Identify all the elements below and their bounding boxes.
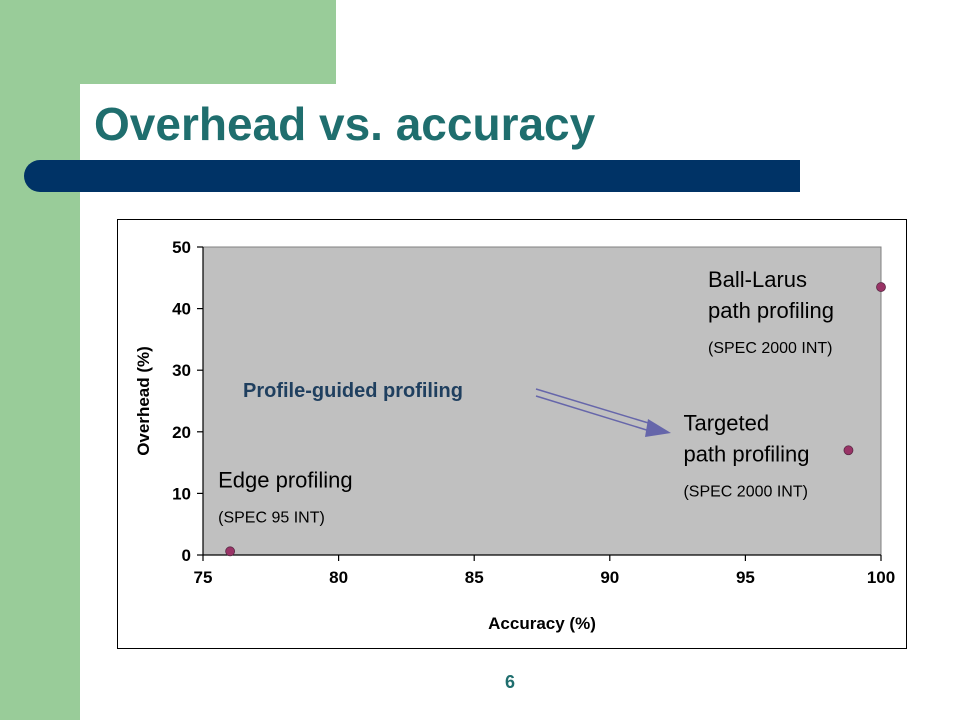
data-point (843, 445, 854, 456)
x-axis-label: Accuracy (%) (488, 614, 596, 633)
arrow-head (645, 419, 671, 437)
data-points: Edge profiling (SPEC 95 INT) Targeted path … (218, 267, 886, 557)
chart-frame: 0 10 20 30 40 50 75 80 85 90 95 100 Accuracy (%) Ov… (117, 219, 907, 649)
y-tick-label: 50 (172, 238, 191, 257)
x-tick-label: 95 (736, 568, 755, 587)
y-tick-label: 0 (182, 546, 191, 565)
point-sublabel: (SPEC 2000 INT) (683, 483, 807, 500)
y-tick-label: 20 (172, 423, 191, 442)
left-green-band (0, 0, 80, 720)
point-label: path profiling (683, 441, 809, 466)
data-point (225, 546, 236, 557)
y-tick-label: 40 (172, 300, 191, 319)
point-sublabel: (SPEC 2000 INT) (708, 340, 832, 357)
data-point (876, 282, 886, 292)
scatter-chart: 0 10 20 30 40 50 75 80 85 90 95 100 Accuracy (%) Ov… (134, 238, 895, 633)
x-tick-label: 85 (465, 568, 484, 587)
annotation-label: Profile-guided profiling (243, 380, 463, 402)
y-tick-label: 10 (172, 484, 191, 503)
x-tick-label: 90 (600, 568, 619, 587)
slide-title: Overhead vs. accuracy (94, 98, 596, 150)
arrow-shaft (535, 395, 654, 433)
title-underline-bar (24, 160, 800, 192)
axes: 0 10 20 30 40 50 75 80 85 90 95 100 (172, 238, 895, 587)
x-tick-label: 75 (194, 568, 213, 587)
point-label: path profiling (708, 298, 834, 323)
arrow-shaft (535, 388, 656, 426)
point-sublabel: (SPEC 95 INT) (218, 509, 325, 526)
x-tick-label: 80 (329, 568, 348, 587)
x-tick-label: 100 (867, 568, 895, 587)
page-number: 6 (504, 672, 515, 692)
point-label: Ball-Larus (708, 267, 807, 292)
point-label: Targeted (683, 410, 769, 435)
top-green-band (80, 0, 336, 84)
plot-area (202, 246, 882, 556)
y-axis-label: Overhead (%) (134, 346, 153, 456)
annotation-group: Profile-guided profiling (243, 380, 671, 437)
point-label: Edge profiling (218, 467, 353, 492)
y-tick-label: 30 (172, 361, 191, 380)
